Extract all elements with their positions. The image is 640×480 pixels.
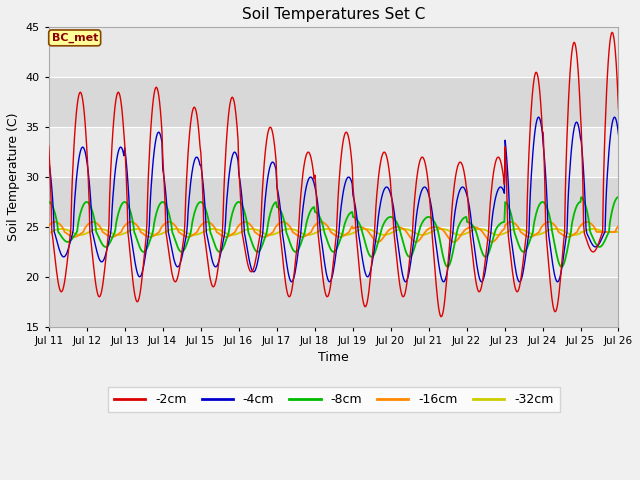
Bar <box>49 27 618 77</box>
X-axis label: Time: Time <box>318 351 349 364</box>
Legend: -2cm, -4cm, -8cm, -16cm, -32cm: -2cm, -4cm, -8cm, -16cm, -32cm <box>108 387 559 412</box>
Text: BC_met: BC_met <box>51 33 98 43</box>
Bar <box>49 177 618 227</box>
Bar <box>49 127 618 177</box>
Y-axis label: Soil Temperature (C): Soil Temperature (C) <box>7 113 20 241</box>
Title: Soil Temperatures Set C: Soil Temperatures Set C <box>242 7 425 22</box>
Bar <box>49 277 618 327</box>
Bar <box>49 77 618 127</box>
Bar <box>49 227 618 277</box>
